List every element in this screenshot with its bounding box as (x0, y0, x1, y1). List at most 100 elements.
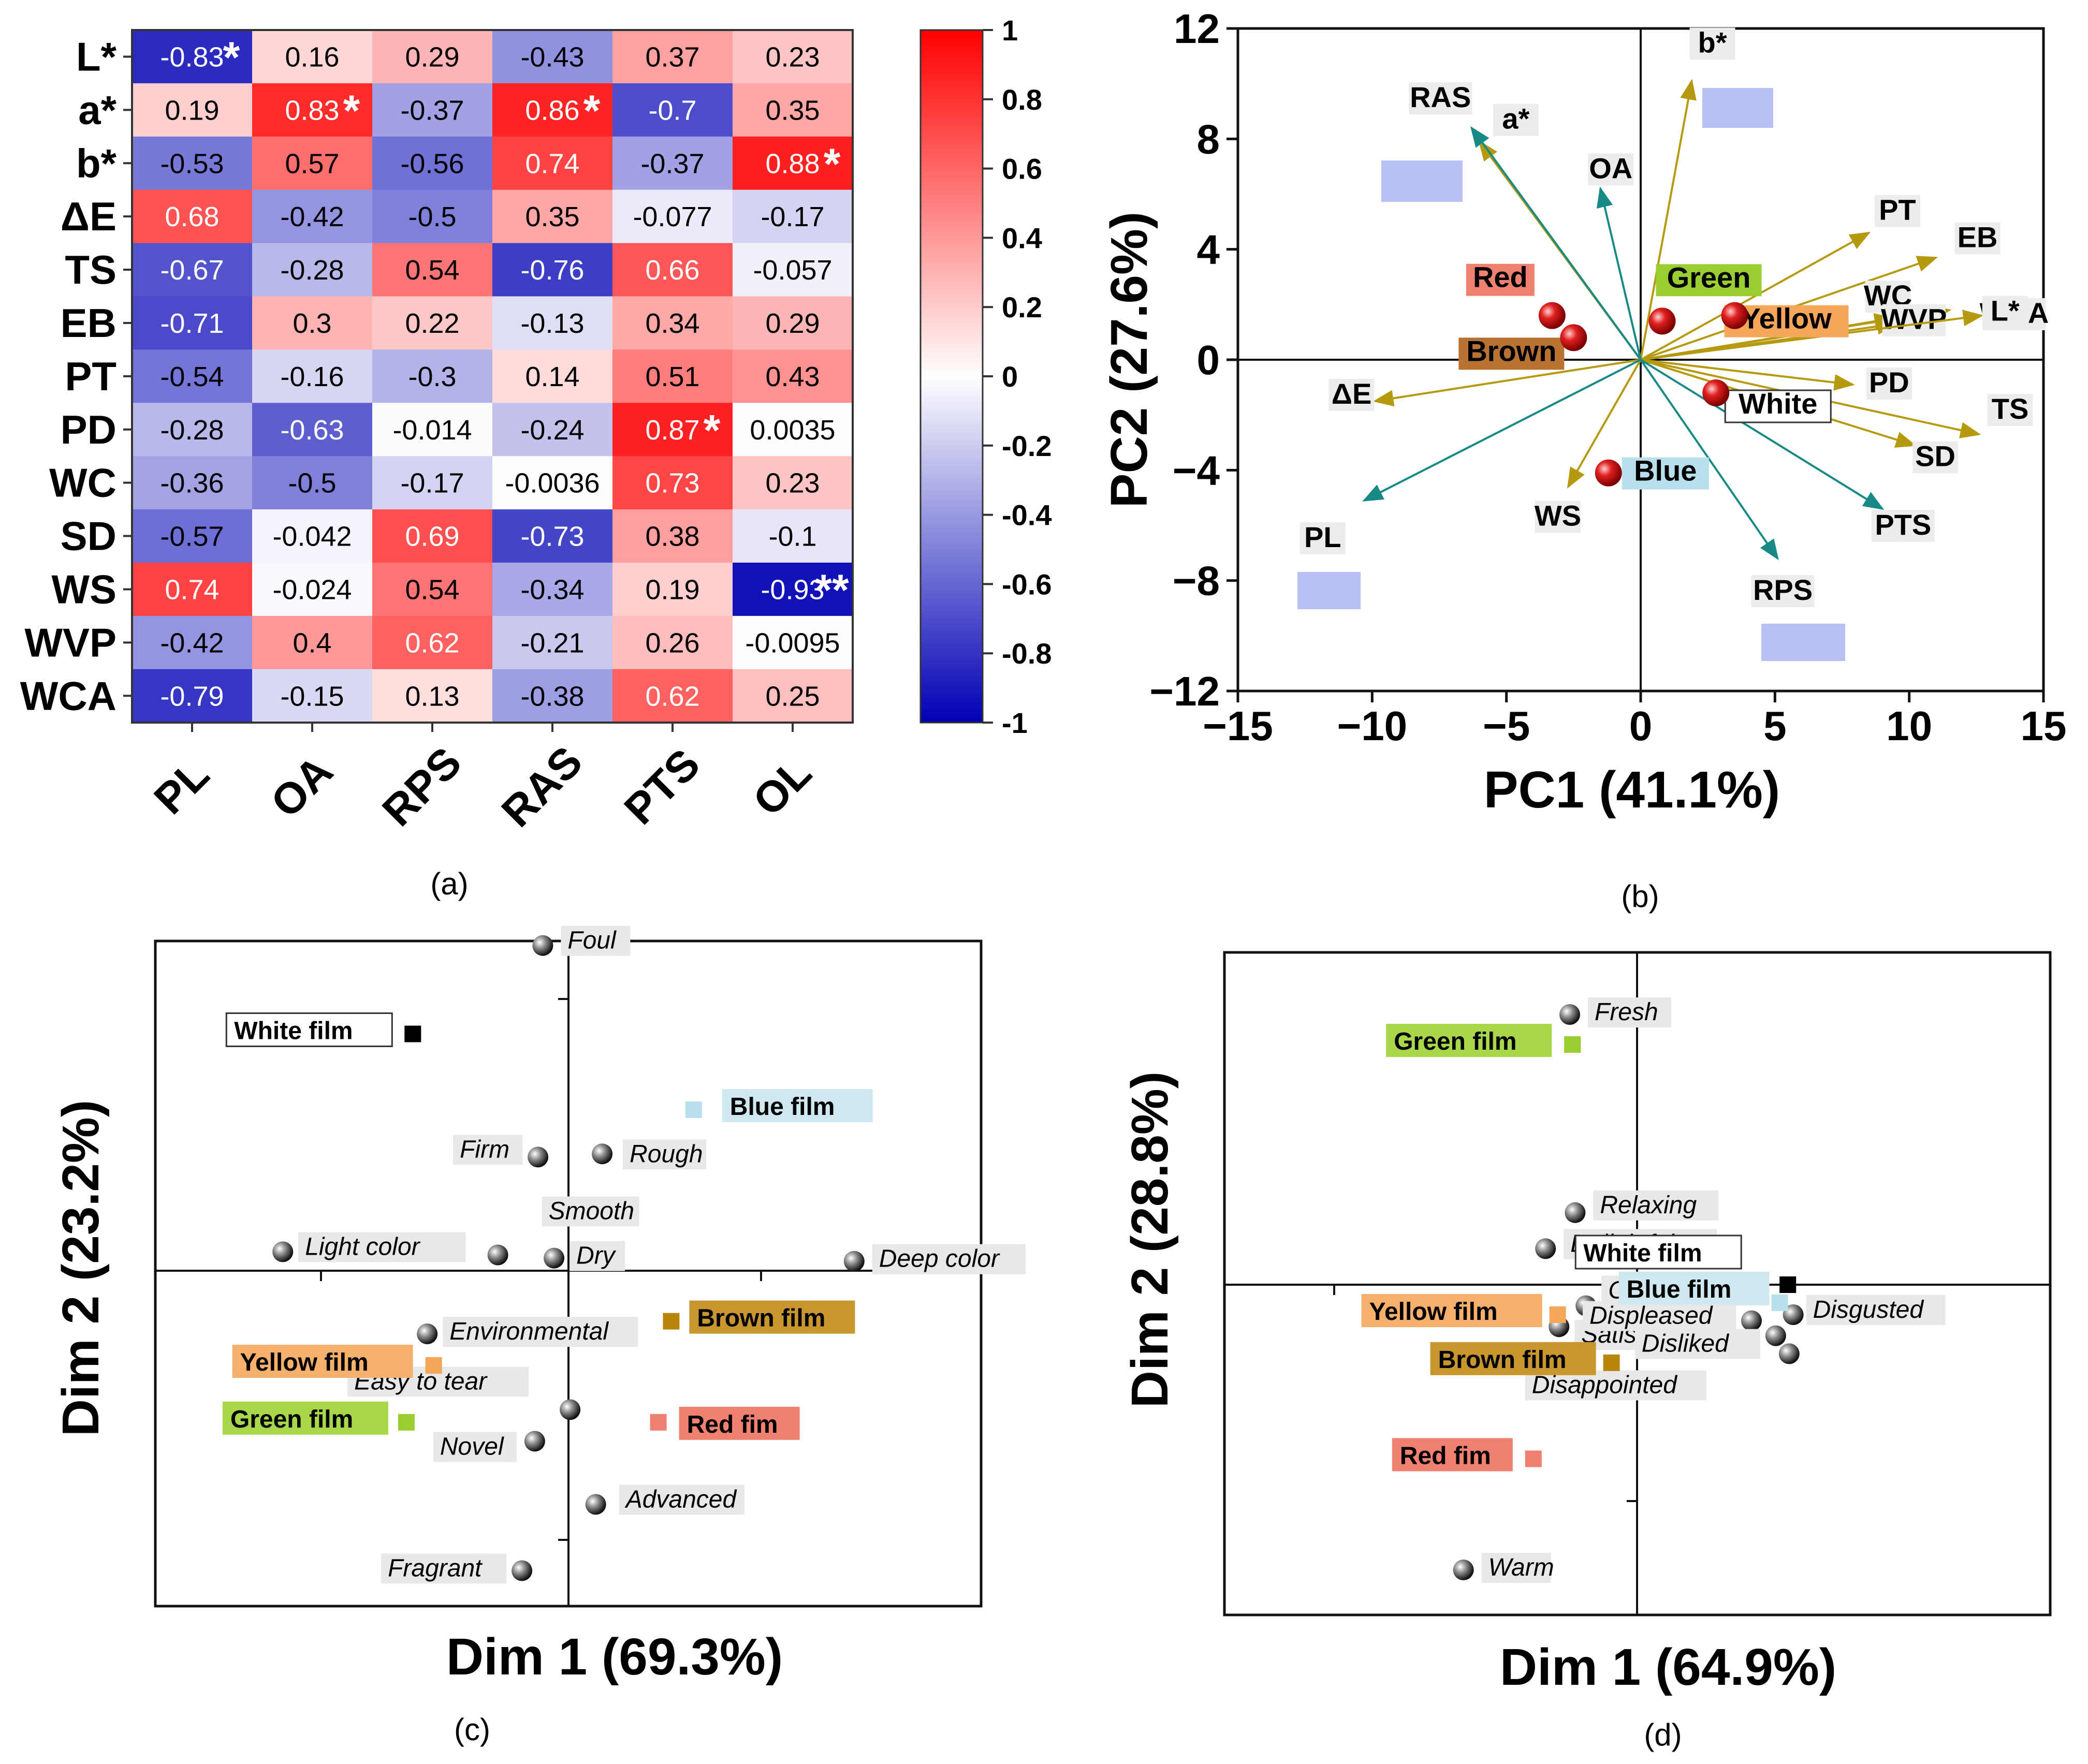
heatmap-value: -0.42 (280, 201, 344, 232)
heatmap-value: 0.68 (165, 201, 219, 232)
heatmap-cell (372, 243, 493, 297)
heatmap-value: -0.21 (520, 627, 584, 658)
ca-attribute-point (1778, 1343, 1800, 1364)
pca-vector (1372, 359, 1641, 407)
heatmap-col-label: RAS (492, 737, 592, 836)
pca-vector (1470, 126, 1642, 361)
heatmap-value: -0.3 (408, 361, 456, 392)
significance-mark: * (343, 86, 360, 135)
heatmap-value: 0.73 (645, 468, 699, 499)
pca-score-point (1560, 324, 1587, 351)
ca-film-box (1392, 1438, 1513, 1472)
heatmap-value: -0.73 (520, 521, 584, 552)
ca-attribute-label: Warm (1488, 1554, 1554, 1581)
heatmap-value: -0.7 (648, 95, 696, 126)
ca-attribute-point (585, 1494, 606, 1515)
pca-ytick-label: 4 (1197, 227, 1220, 273)
ca-film-box (222, 1401, 388, 1435)
colorbar-tick-label: 1 (1002, 14, 1018, 47)
pca-ylabel: PC2 (27.6%) (1100, 212, 1158, 508)
pca-label-bg (1588, 153, 1634, 186)
pca-score-point (1538, 302, 1566, 329)
heatmap-cell (612, 83, 733, 137)
heatmap-cell (132, 83, 253, 137)
colorbar-tick-label: -0.6 (1002, 568, 1052, 600)
pca-xtick-label: 15 (2021, 703, 2067, 749)
heatmap-value: -0.54 (160, 361, 224, 392)
heatmap-row-label: WCA (20, 673, 116, 718)
heatmap-value: -0.5 (408, 201, 456, 232)
heatmap-cell (132, 669, 253, 723)
heatmap-cell (372, 669, 493, 723)
heatmap-cell (132, 136, 253, 190)
heatmap-value: 0.43 (765, 361, 820, 392)
heatmap-cell (612, 349, 733, 403)
heatmap-value: -0.057 (753, 255, 832, 286)
ca-attr-bg (1593, 1190, 1719, 1221)
heatmap-value: -0.0036 (505, 468, 600, 499)
pca-label-bg (1871, 510, 1935, 542)
heatmap-cell (372, 83, 493, 137)
pca-vector-label: PTS (1875, 508, 1931, 541)
heatmap-cell (252, 243, 373, 297)
heatmap-value: -0.024 (272, 574, 352, 605)
pca-score-label: Yellow (1741, 302, 1832, 335)
ca2-ylabel: Dim 2 (28.8%) (1121, 1071, 1179, 1408)
pca-label-bg (1982, 296, 2028, 328)
ca-film-marker (1525, 1450, 1542, 1467)
heatmap-cell (733, 563, 853, 616)
heatmap-value: 0.35 (765, 95, 820, 126)
ca-film-box (1386, 1024, 1552, 1057)
heatmap-row-label: EB (61, 300, 116, 346)
ca-attribute-point (1559, 1004, 1580, 1025)
heatmap-value: 0.87 (645, 415, 699, 446)
heatmap-value: -0.17 (761, 201, 824, 232)
heatmap-value: -0.1 (768, 521, 816, 552)
pca-vector-label: EB (1958, 221, 1998, 254)
ca-film-box (232, 1345, 413, 1378)
pca-xtick-label: −10 (1337, 703, 1407, 749)
panel-c-ca: Foul Firm Rough Smooth Light color Dry Deep co… (52, 925, 1026, 1686)
heatmap-cell (733, 243, 853, 297)
ca-attribute-label: Foul (567, 927, 617, 954)
heatmap-value: -0.53 (160, 148, 224, 179)
ca1-ylabel: Dim 2 (23.2%) (52, 1100, 110, 1436)
heatmap-cell (372, 189, 493, 244)
heatmap-cell (733, 296, 853, 350)
significance-mark: ** (815, 565, 849, 614)
heatmap-cell (612, 509, 733, 563)
pca-label-bg (1299, 522, 1346, 554)
heatmap-cell (252, 83, 373, 137)
ca-attribute-label: Fresh (1595, 998, 1658, 1026)
ca-attr-bg (1588, 997, 1671, 1027)
heatmap-cell (492, 349, 613, 403)
heatmap-cell (492, 189, 613, 244)
ca-film-marker (1603, 1354, 1620, 1371)
heatmap-value: 0.83 (285, 95, 339, 126)
ca-film-box (722, 1089, 873, 1122)
pca-vector (1567, 359, 1642, 489)
colorbar-tick-label: 0.2 (1002, 291, 1042, 324)
heatmap-cell (252, 30, 373, 84)
heatmap-value: -0.67 (160, 255, 224, 286)
ca-attribute-point (512, 1560, 533, 1581)
heatmap-cell (733, 615, 853, 670)
heatmap-value: 0.74 (165, 574, 219, 605)
significance-mark: * (583, 86, 601, 135)
heatmap-value: 0.13 (405, 681, 459, 712)
heatmap-cell (372, 136, 493, 190)
colorbar (919, 29, 984, 724)
heatmap-value: 0.35 (525, 201, 579, 232)
heatmap-row-label: SD (61, 513, 116, 559)
heatmap-row-label: WVP (24, 620, 116, 665)
pca-label-bg (1874, 195, 1920, 227)
significance-mark: * (824, 139, 841, 188)
heatmap-value: -0.28 (280, 255, 344, 286)
heatmap-cell (612, 403, 733, 457)
heatmap-value: 0.26 (645, 627, 699, 658)
pca-label-bg (1751, 575, 1815, 607)
ca-attribute-point (524, 1431, 545, 1452)
heatmap-col-label: PL (144, 749, 218, 823)
heatmap-value: 0.62 (645, 681, 699, 712)
